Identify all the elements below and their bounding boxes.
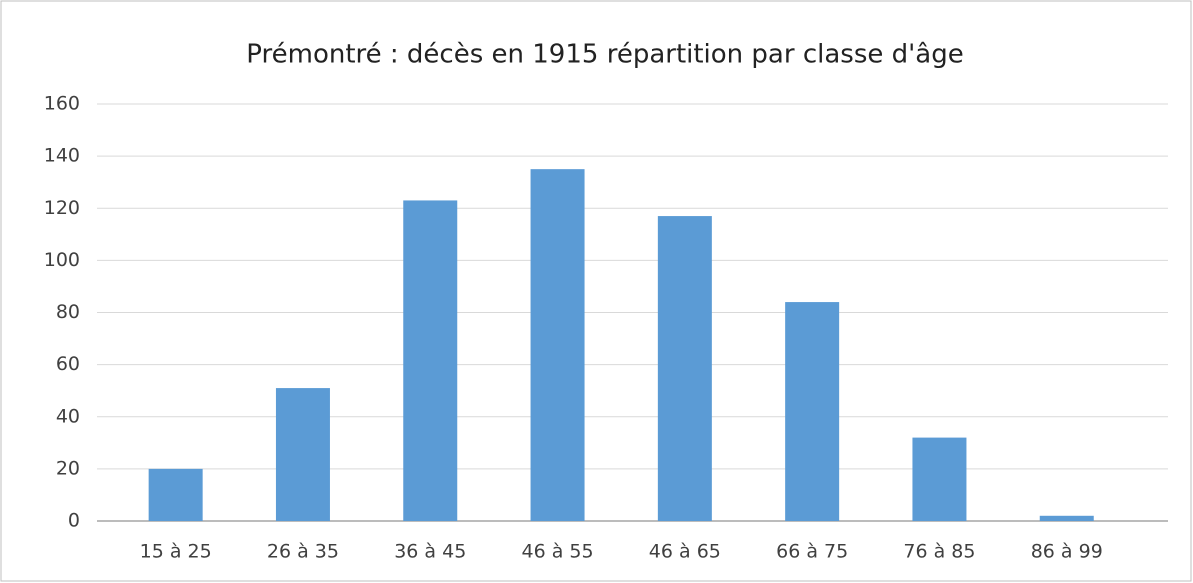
- bar: [1039, 515, 1094, 521]
- x-tick-label: 26 à 35: [267, 541, 339, 563]
- bar: [403, 200, 458, 521]
- y-tick-label: 20: [56, 457, 80, 479]
- bar: [275, 388, 330, 521]
- x-tick-label: 86 à 99: [1031, 541, 1103, 563]
- y-tick-label: 100: [44, 249, 80, 271]
- bar: [530, 169, 585, 521]
- bar: [785, 302, 840, 521]
- x-tick-label: 46 à 65: [649, 541, 721, 563]
- bar: [657, 216, 712, 521]
- chart-title: Prémontré : décès en 1915 répartition pa…: [246, 40, 963, 70]
- y-tick-label: 120: [44, 197, 80, 219]
- y-tick-label: 40: [56, 405, 80, 427]
- x-tick-label: 46 à 55: [522, 541, 594, 563]
- x-tick-label: 36 à 45: [394, 541, 466, 563]
- bar: [912, 437, 967, 521]
- x-tick-label: 15 à 25: [140, 541, 212, 563]
- y-tick-label: 60: [56, 353, 80, 375]
- bar: [148, 468, 203, 521]
- y-tick-label: 140: [44, 145, 80, 167]
- y-tick-label: 160: [44, 93, 80, 115]
- x-tick-label: 76 à 85: [903, 541, 975, 563]
- y-tick-label: 0: [68, 510, 80, 532]
- y-tick-label: 80: [56, 301, 80, 323]
- x-tick-label: 66 à 75: [776, 541, 848, 563]
